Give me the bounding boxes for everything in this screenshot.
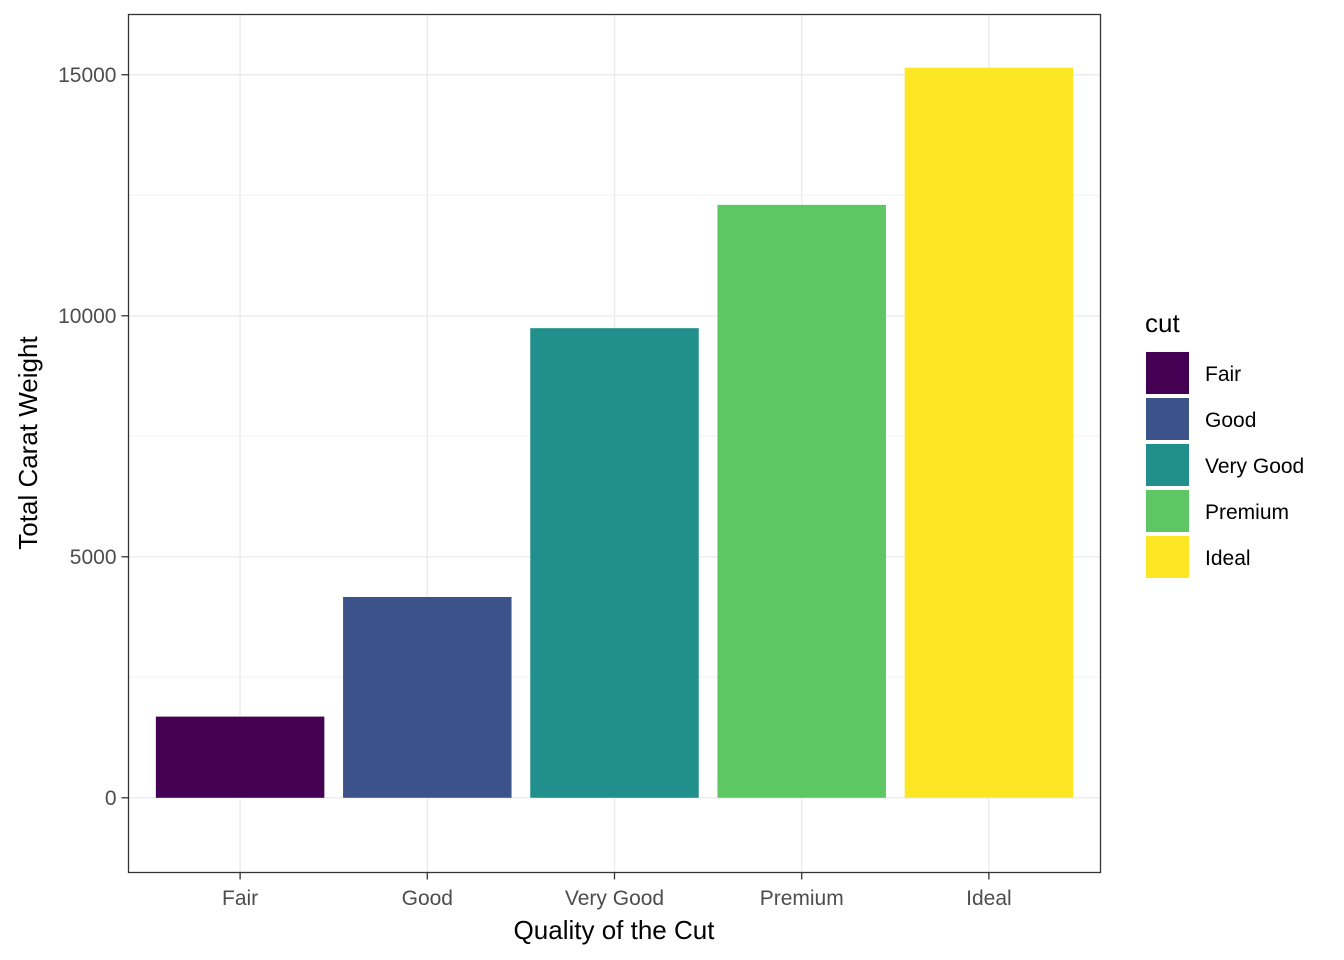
bar-very-good [530,328,699,798]
legend-label: Fair [1205,363,1241,386]
x-tick-label: Fair [222,887,258,910]
legend: cut Fair Good Very Good Premium Ideal [1145,308,1304,578]
legend-key-fair [1146,352,1189,394]
y-tick-label: 5000 [70,546,117,569]
y-tick-label: 0 [105,787,117,810]
legend-key-ideal [1146,536,1189,578]
bar-fair [155,716,325,798]
legend-title: cut [1145,308,1180,338]
legend-key-good [1146,398,1189,440]
legend-label: Premium [1205,501,1289,524]
y-axis: 0 5000 10000 15000 [58,64,129,810]
bar-premium [717,204,886,798]
y-axis-title: Total Carat Weight [13,336,43,550]
y-tick-label: 10000 [58,305,116,328]
x-axis: Fair Good Very Good Premium Ideal [222,872,1012,910]
legend-key-very-good [1146,444,1189,486]
legend-label: Very Good [1205,455,1304,478]
legend-key-premium [1146,490,1189,532]
y-tick-label: 15000 [58,64,116,87]
x-tick-label: Very Good [565,887,664,910]
legend-label: Ideal [1205,547,1251,570]
x-axis-title: Quality of the Cut [514,915,716,945]
bar-ideal [904,67,1074,798]
legend-label: Good [1205,409,1256,432]
x-tick-label: Good [402,887,453,910]
x-tick-label: Ideal [966,887,1012,910]
x-tick-label: Premium [760,887,844,910]
bar-good [343,596,512,798]
bars [155,67,1074,798]
